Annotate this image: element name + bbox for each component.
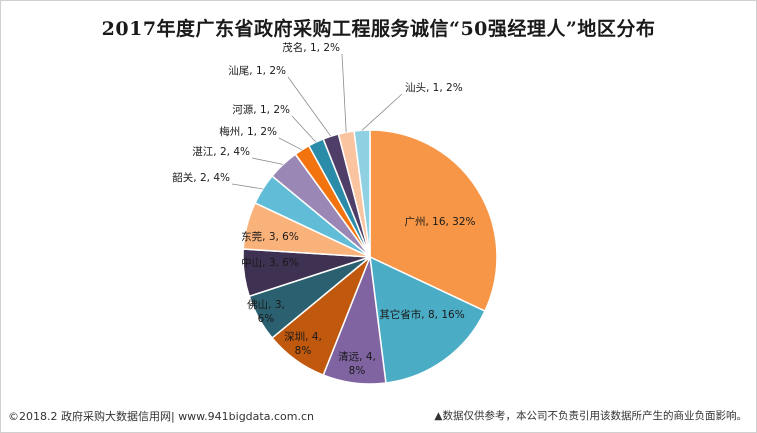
pie-label-梅州: 梅州, 1, 2% — [219, 125, 277, 138]
footer-source: ©2018.2 政府采购大数据信用网| www.941bigdata.com.c… — [8, 410, 314, 423]
leader-line-湛江 — [251, 157, 284, 165]
leader-line-汕头 — [361, 93, 403, 131]
pie-label-广州: 广州, 16, 32% — [404, 216, 475, 228]
chart-title: 2017年度广东省政府采购工程服务诚信“50强经理人”地区分布 — [101, 18, 656, 40]
pie-label-韶关: 韶关, 2, 4% — [172, 171, 230, 184]
pie-label-汕尾: 汕尾, 1, 2% — [228, 65, 286, 77]
pie-slice-广州 — [369, 129, 498, 313]
pie-label-河源: 河源, 1, 2% — [232, 103, 290, 116]
pie-label-湛江: 湛江, 2, 4% — [192, 146, 250, 158]
pie-label-汕头: 汕头, 1, 2% — [405, 82, 463, 94]
pie-label-清远: 清远, 4, 8% — [338, 350, 376, 377]
pie-slice-其它省市 — [369, 255, 486, 384]
leader-line-河源 — [291, 115, 317, 143]
pie-label-中山: 中山, 3, 6% — [241, 256, 299, 269]
pie-label-茂名: 茂名, 1, 2% — [282, 41, 340, 54]
leader-line-汕尾 — [287, 76, 332, 137]
pie-label-东莞: 东莞, 3, 6% — [241, 230, 299, 243]
leader-line-韶关 — [231, 183, 263, 190]
pie-label-深圳: 深圳, 4, 8% — [284, 331, 322, 357]
leader-line-茂名 — [341, 53, 347, 133]
footer-disclaimer: ▲数据仅供参考，本公司不负责引用该数据所产生的商业负面影响。 — [434, 410, 747, 422]
pie-label-其它省市: 其它省市, 8, 16% — [379, 308, 464, 321]
leader-line-梅州 — [278, 137, 303, 151]
pie-label-佛山: 佛山, 3, 6% — [247, 298, 285, 325]
